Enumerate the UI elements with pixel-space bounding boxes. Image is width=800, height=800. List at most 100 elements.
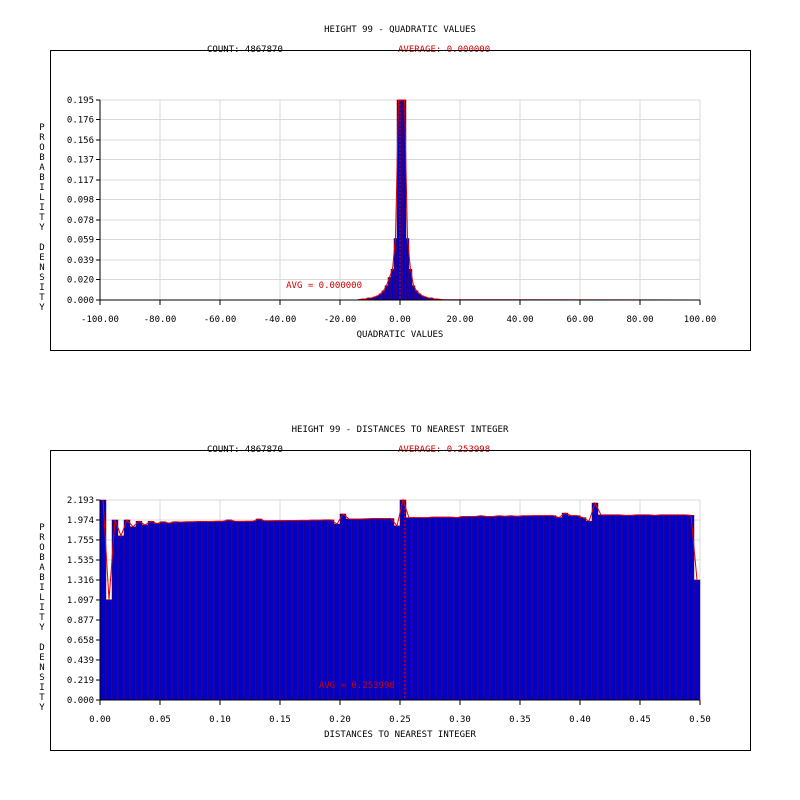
x-axis-label: QUADRATIC VALUES bbox=[357, 330, 444, 340]
histogram-bars bbox=[357, 99, 446, 301]
x-tick-label: 80.00 bbox=[626, 315, 653, 325]
y-tick-label: 0.439 bbox=[67, 656, 94, 666]
histogram-bar bbox=[585, 520, 593, 701]
x-tick-label: 0.40 bbox=[569, 715, 591, 725]
histogram-bar bbox=[411, 517, 419, 701]
histogram-bar bbox=[543, 515, 551, 701]
y-tick-label: 1.974 bbox=[67, 516, 94, 526]
histogram-bar bbox=[459, 516, 467, 701]
histogram-bar bbox=[597, 514, 605, 701]
histogram-bar bbox=[633, 514, 641, 701]
histogram-bar bbox=[231, 520, 239, 701]
histogram-bar bbox=[501, 515, 509, 701]
histogram-bar bbox=[675, 514, 683, 701]
y-tick-label: 0.877 bbox=[67, 616, 94, 626]
histogram-bar bbox=[189, 521, 197, 701]
histogram-bar bbox=[351, 518, 359, 701]
histogram-bar bbox=[417, 517, 425, 701]
histogram-bar bbox=[135, 520, 143, 701]
histogram-bar bbox=[423, 517, 431, 701]
histogram-bar bbox=[147, 520, 155, 701]
histogram-bar bbox=[507, 515, 515, 701]
histogram-bar bbox=[177, 521, 185, 701]
histogram-bar bbox=[441, 516, 449, 701]
histogram-bar bbox=[681, 514, 689, 701]
y-tick-label: 1.535 bbox=[67, 556, 94, 566]
y-tick-label: 2.193 bbox=[67, 496, 94, 506]
histogram-bar bbox=[591, 502, 599, 701]
histogram-bar bbox=[477, 515, 485, 701]
y-tick-label: 0.117 bbox=[67, 176, 94, 186]
y-tick-label: 0.098 bbox=[67, 195, 94, 205]
y-tick-label: 0.059 bbox=[67, 235, 94, 245]
histogram-bar bbox=[567, 515, 575, 701]
histogram-bar bbox=[369, 518, 377, 701]
histogram-bar bbox=[339, 513, 347, 701]
histogram-bar bbox=[267, 520, 275, 701]
x-tick-label: 100.00 bbox=[684, 315, 717, 325]
histogram-bar bbox=[381, 518, 389, 701]
y-tick-label: 0.658 bbox=[67, 636, 94, 646]
histogram-bar bbox=[537, 515, 545, 701]
chart-title: HEIGHT 99 - QUADRATIC VALUES bbox=[324, 25, 476, 35]
histogram-bar bbox=[117, 535, 125, 701]
histogram-bar bbox=[363, 518, 371, 701]
histogram-bar bbox=[237, 521, 245, 701]
avg-marker-label: AVG = 0.000000 bbox=[286, 281, 362, 291]
x-tick-label: 0.30 bbox=[449, 715, 471, 725]
histogram-bar bbox=[639, 514, 647, 701]
y-tick-label: 0.000 bbox=[67, 296, 94, 306]
histogram-bar bbox=[183, 521, 191, 701]
histogram-bar bbox=[141, 524, 149, 701]
density-curve bbox=[102, 498, 698, 600]
histogram-bar bbox=[159, 521, 167, 701]
distances-panel: HEIGHT 99 - DISTANCES TO NEAREST INTEGER… bbox=[39, 425, 751, 751]
x-tick-label: 0.00 bbox=[389, 315, 411, 325]
y-axis: 0.000 0.219 0.439 0.658 0.877 1.097 1.316 1.535… bbox=[67, 496, 101, 706]
panel-frame bbox=[50, 50, 751, 351]
histogram-bar bbox=[693, 579, 701, 701]
histogram-bar bbox=[333, 523, 341, 701]
histogram-bar bbox=[645, 514, 653, 701]
x-tick-label: -100.00 bbox=[81, 315, 119, 325]
quadratic-values-panel: HEIGHT 99 - QUADRATIC VALUES COUNT: 4867… bbox=[39, 25, 751, 351]
x-tick-label: 20.00 bbox=[446, 315, 473, 325]
y-axis-label: P R O B A B I L I T Y D E N S I T Y bbox=[39, 123, 45, 313]
y-tick-label: 0.156 bbox=[67, 136, 94, 146]
histogram-bar bbox=[615, 514, 623, 701]
histogram-bar bbox=[213, 520, 221, 701]
histogram-bar bbox=[297, 520, 305, 701]
y-tick-label: 0.020 bbox=[67, 275, 94, 285]
histogram-bar bbox=[165, 522, 173, 701]
histogram-bar bbox=[561, 512, 569, 701]
histogram-bar bbox=[225, 519, 233, 701]
y-tick-label: 0.176 bbox=[67, 115, 94, 125]
histogram-bar bbox=[447, 516, 455, 701]
histogram-bar bbox=[315, 519, 323, 701]
histogram-bar bbox=[309, 519, 317, 701]
x-tick-label: 0.05 bbox=[149, 715, 171, 725]
histogram-bar bbox=[393, 525, 401, 701]
x-tick-label: 0.10 bbox=[209, 715, 231, 725]
histogram-bar bbox=[129, 526, 137, 701]
histogram-bar bbox=[663, 514, 671, 701]
histogram-bar bbox=[357, 518, 365, 701]
histogram-bar bbox=[429, 516, 437, 701]
y-axis-label: P R O B A B I L I T Y D E N S I T Y bbox=[39, 523, 45, 713]
histogram-bar bbox=[657, 514, 665, 701]
y-tick-label: 1.316 bbox=[67, 576, 94, 586]
histogram-bar bbox=[249, 520, 257, 701]
histogram-bar bbox=[465, 516, 473, 701]
histogram-bar bbox=[555, 517, 563, 701]
histogram-bar bbox=[573, 515, 581, 701]
histogram-bar bbox=[531, 515, 539, 701]
histogram-bar bbox=[390, 268, 395, 301]
y-tick-label: 0.078 bbox=[67, 216, 94, 226]
x-tick-label: -20.00 bbox=[324, 315, 357, 325]
histogram-bar bbox=[273, 520, 281, 701]
